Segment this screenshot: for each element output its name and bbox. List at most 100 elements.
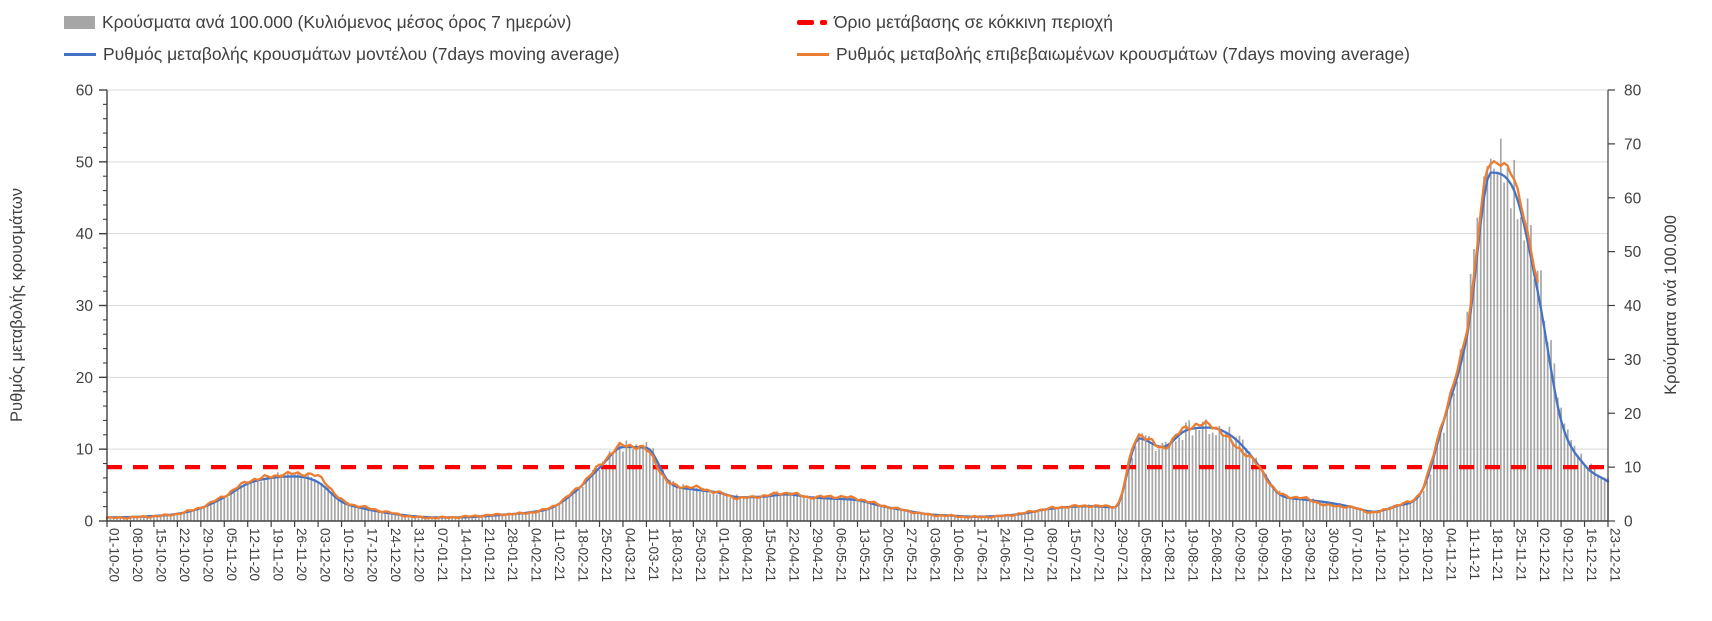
x-axis-date-label: 22-10-20 xyxy=(177,528,192,582)
x-axis-date-label: 04-11-21 xyxy=(1443,528,1458,581)
x-axis-date-label: 16-09-21 xyxy=(1279,528,1294,582)
x-axis-date-label: 09-09-21 xyxy=(1256,528,1271,582)
x-axis-date-label: 29-10-20 xyxy=(200,528,215,582)
legend-item-confirmed-rate: Ρυθμός μεταβολής επιβεβαιωμένων κρουσμάτ… xyxy=(797,44,1410,65)
legend-item-cases-per-100k: Κρούσματα ανά 100.000 (Κυλιόμενος μέσος … xyxy=(64,12,571,33)
confirmed-rate-line xyxy=(105,160,1539,520)
x-axis-date-label: 17-12-20 xyxy=(364,528,379,582)
right-axis-tick-label: 30 xyxy=(1624,352,1642,369)
legend-label-cases-per-100k: Κρούσματα ανά 100.000 (Κυλιόμενος μέσος … xyxy=(102,12,572,32)
x-axis-date-label: 11-11-21 xyxy=(1467,528,1482,580)
x-axis-date-label: 15-04-21 xyxy=(763,528,778,582)
x-axis-date-label: 08-04-21 xyxy=(740,528,755,582)
x-axis-date-label: 01-10-20 xyxy=(107,528,122,582)
x-axis-date-label: 14-10-21 xyxy=(1373,528,1388,582)
x-axis-date-label: 04-03-21 xyxy=(622,528,637,582)
x-axis-date-label: 11-03-21 xyxy=(646,528,661,581)
x-axis-date-label: 18-11-21 xyxy=(1490,528,1505,581)
right-axis-tick-label: 10 xyxy=(1624,460,1642,477)
left-axis-tick-label: 10 xyxy=(76,442,94,459)
x-axis-date-label: 24-06-21 xyxy=(998,528,1013,582)
left-axis-title: Ρυθμός μεταβολής κρουσμάτων xyxy=(8,188,26,422)
right-axis-tick-label: 80 xyxy=(1624,83,1642,100)
blue-line-icon xyxy=(64,53,96,56)
x-axis-date-label: 21-10-21 xyxy=(1396,528,1411,582)
x-axis-date-label: 25-11-21 xyxy=(1514,528,1529,581)
x-axis-date-label: 15-07-21 xyxy=(1068,528,1083,582)
x-axis-date-label: 17-06-21 xyxy=(974,528,989,582)
legend-label-red-threshold: Όριο μετάβασης σε κόκκινη περιοχή xyxy=(834,12,1114,32)
x-axis-date-label: 16-12-21 xyxy=(1584,528,1599,582)
legend-label-model-rate: Ρυθμός μεταβολής κρουσμάτων μοντέλου (7d… xyxy=(103,44,620,64)
x-axis-date-label: 19-08-21 xyxy=(1185,528,1200,582)
right-axis-tick-label: 20 xyxy=(1624,406,1642,423)
left-axis-tick-label: 0 xyxy=(84,514,93,531)
legend-label-confirmed-rate: Ρυθμός μεταβολής επιβεβαιωμένων κρουσμάτ… xyxy=(836,44,1410,64)
left-axis-tick-label: 50 xyxy=(76,154,94,171)
x-axis-date-label: 19-11-20 xyxy=(271,528,286,581)
x-axis-date-label: 25-03-21 xyxy=(693,528,708,582)
right-axis-tick-label: 0 xyxy=(1624,514,1633,531)
left-axis-tick-label: 60 xyxy=(76,83,94,100)
right-axis-tick-label: 40 xyxy=(1624,298,1642,315)
left-axis-tick-label: 40 xyxy=(76,226,94,243)
x-axis-date-label: 06-05-21 xyxy=(834,528,849,582)
x-axis-date-label: 12-08-21 xyxy=(1162,528,1177,582)
x-axis-date-label: 29-07-21 xyxy=(1115,528,1130,582)
right-axis-tick-label: 60 xyxy=(1624,190,1642,207)
x-axis-date-label: 18-02-21 xyxy=(576,528,591,582)
gridlines xyxy=(107,89,1608,450)
x-axis-date-label: 11-02-21 xyxy=(552,528,567,581)
x-axis-date-label: 10-12-20 xyxy=(341,528,356,582)
right-axis-tick-label: 70 xyxy=(1624,136,1642,153)
x-axis-date-label: 09-12-21 xyxy=(1561,528,1576,582)
x-axis-date-label: 25-02-21 xyxy=(599,528,614,582)
legend-item-model-rate: Ρυθμός μεταβολής κρουσμάτων μοντέλου (7d… xyxy=(64,44,620,65)
tick-labels: 0 10 20 30 40 50 60 0 10 20 30 40 50 60 70 80 01-10-20 08… xyxy=(76,83,1642,583)
x-axis-date-label: 05-11-20 xyxy=(224,528,239,581)
x-axis-date-label: 27-05-21 xyxy=(904,528,919,582)
x-axis-date-label: 22-04-21 xyxy=(787,528,802,582)
x-axis-date-label: 04-02-21 xyxy=(529,528,544,582)
red-dash-short xyxy=(820,20,827,25)
x-axis-date-label: 07-10-21 xyxy=(1350,528,1365,582)
right-axis-title: Κρούσματα ανά 100.000 xyxy=(1662,215,1680,395)
axes-and-ticks xyxy=(99,89,1615,527)
x-axis-date-label: 10-06-21 xyxy=(951,528,966,582)
x-axis-date-label: 02-09-21 xyxy=(1232,528,1247,582)
x-axis-date-label: 07-01-21 xyxy=(435,528,450,582)
gray-bar-swatch-icon xyxy=(64,16,95,29)
x-axis-date-label: 31-12-20 xyxy=(411,528,426,582)
red-dash-long xyxy=(797,20,814,25)
x-axis-date-label: 13-05-21 xyxy=(857,528,872,582)
x-axis-date-label: 03-12-20 xyxy=(318,528,333,582)
x-axis-date-label: 01-07-21 xyxy=(1021,528,1036,582)
x-axis-date-label: 28-10-21 xyxy=(1420,528,1435,582)
x-axis-date-label: 23-12-21 xyxy=(1608,528,1623,582)
x-axis-date-label: 02-12-21 xyxy=(1537,528,1552,582)
x-axis-date-label: 26-11-20 xyxy=(294,528,309,581)
red-dashed-line-icon xyxy=(797,20,827,25)
x-axis-date-label: 21-01-21 xyxy=(482,528,497,582)
x-axis-date-label: 30-09-21 xyxy=(1326,528,1341,582)
cases-bars-series xyxy=(106,138,1609,521)
x-axis-date-label: 18-03-21 xyxy=(669,528,684,582)
x-axis-date-label: 26-08-21 xyxy=(1209,528,1224,582)
x-axis-date-label: 15-10-20 xyxy=(153,528,168,582)
left-axis-tick-label: 20 xyxy=(76,370,94,387)
x-axis-date-label: 12-11-20 xyxy=(247,528,262,581)
legend-item-red-threshold: Όριο μετάβασης σε κόκκινη περιοχή xyxy=(797,12,1113,33)
x-axis-date-label: 05-08-21 xyxy=(1138,528,1153,582)
x-axis-date-label: 24-12-20 xyxy=(388,528,403,582)
x-axis-date-label: 03-06-21 xyxy=(927,528,942,582)
x-axis-date-label: 28-01-21 xyxy=(505,528,520,582)
x-axis-date-label: 08-07-21 xyxy=(1045,528,1060,582)
x-axis-date-label: 29-04-21 xyxy=(810,528,825,582)
right-axis-tick-label: 50 xyxy=(1624,244,1642,261)
x-axis-date-label: 01-04-21 xyxy=(716,528,731,582)
x-axis-date-label: 23-09-21 xyxy=(1303,528,1318,582)
x-axis-date-label: 22-07-21 xyxy=(1092,528,1107,582)
x-axis-date-label: 14-01-21 xyxy=(458,528,473,582)
